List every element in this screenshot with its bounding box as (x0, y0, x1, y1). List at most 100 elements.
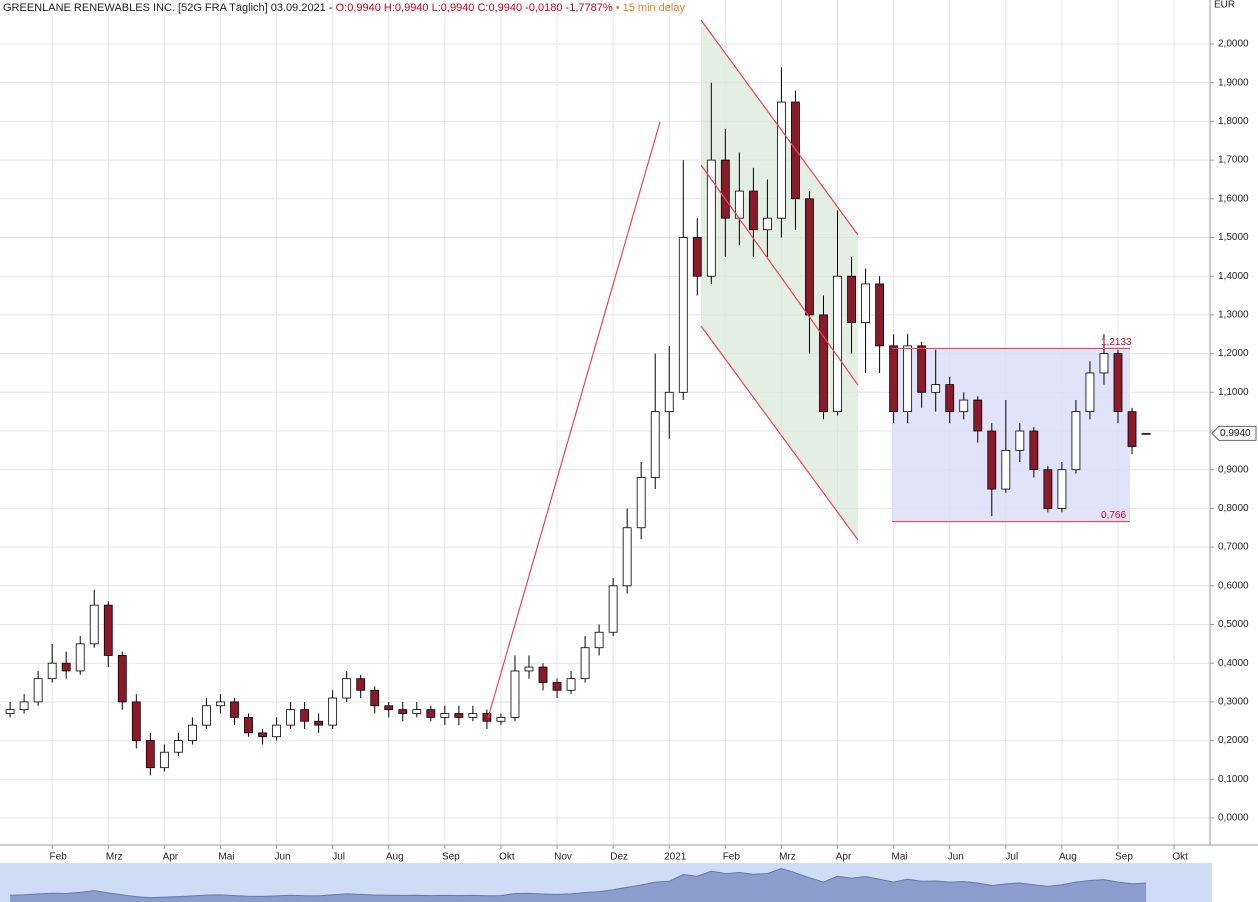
candle-body (356, 678, 366, 691)
candle-body (300, 709, 310, 722)
candle-body (202, 705, 211, 726)
x-tick-label: Aug (1059, 852, 1077, 863)
candle-body (482, 713, 492, 722)
range-label: 0,766 (1101, 510, 1126, 521)
x-tick-label: Dez (610, 852, 628, 863)
candle-body (468, 713, 478, 718)
x-tick-label: Aug (386, 852, 404, 863)
candle-body (1001, 449, 1011, 490)
candle-body (426, 709, 436, 718)
y-tick-label: 0,7000 (1218, 542, 1249, 553)
x-tick-label: Apr (163, 852, 179, 863)
candle-body (959, 399, 969, 413)
candle-body (580, 647, 590, 680)
channel-upper (700, 19, 859, 236)
candle-body (328, 697, 338, 726)
candle-body (314, 720, 324, 726)
channel-lower (700, 325, 859, 541)
x-tick-label: Mai (218, 852, 234, 863)
y-tick-label: 1,4000 (1218, 271, 1249, 282)
trend-line (487, 121, 661, 719)
candle-body (216, 701, 225, 707)
x-tick-label: Jul (332, 852, 345, 863)
x-tick-label: Apr (836, 852, 852, 863)
navigator (10, 867, 1147, 902)
y-tick-label: 1,8000 (1218, 116, 1249, 127)
candle-body (384, 705, 394, 711)
candle-body (678, 237, 688, 393)
candle-body (5, 709, 15, 714)
candle-body (258, 732, 267, 738)
y-tick-label: 0,5000 (1218, 619, 1249, 630)
candle-body (706, 159, 716, 277)
candle-body (552, 682, 562, 691)
candle-body (440, 713, 450, 718)
candle-body (103, 604, 113, 656)
candle-body (777, 101, 786, 219)
candle-body (524, 666, 534, 672)
last-price-label: 0,9940 (1220, 428, 1251, 439)
quote: O:0,9940 H:0,9940 L:0,9940 C:0,9940 -0,0… (336, 2, 613, 14)
channel-fill (701, 20, 858, 540)
candle-body (510, 670, 520, 718)
candle-body (1113, 353, 1123, 413)
x-tick-label: Jul (1005, 852, 1018, 863)
candle-body (159, 751, 169, 769)
y-tick-label: 2,0000 (1218, 39, 1249, 50)
x-tick-label: Nov (554, 852, 572, 863)
y-tick-label: 0,6000 (1218, 580, 1249, 591)
candle-body (1141, 432, 1151, 435)
y-tick-label: 1,1000 (1218, 387, 1249, 398)
plot (5, 67, 1151, 776)
candle-body (244, 716, 253, 734)
candle-body (47, 662, 57, 680)
candle-body (61, 662, 71, 672)
x-tick-label: Okt (1172, 852, 1188, 863)
y-tick-label: 1,5000 (1218, 232, 1249, 243)
candle-body (945, 384, 955, 413)
candle-body (370, 689, 380, 707)
candle-body (594, 631, 604, 649)
candle-body (89, 604, 99, 645)
x-tick-label: Okt (499, 852, 515, 863)
y-tick-label: 1,7000 (1218, 155, 1249, 166)
candle-body (833, 275, 842, 413)
candle-body (117, 655, 127, 703)
candle-body (1043, 469, 1053, 509)
x-tick-label: Jun (274, 852, 290, 863)
candle-body (917, 345, 927, 393)
candle-body (1015, 430, 1025, 451)
candle-body (875, 283, 884, 347)
x-tick-label: Jun (948, 852, 964, 863)
candle-body (650, 411, 660, 478)
candle-body (1127, 411, 1137, 447)
candle-body (1085, 372, 1095, 413)
x-tick-label: Feb (50, 852, 68, 863)
candle-body (538, 666, 548, 683)
delay: • 15 min delay (616, 2, 686, 14)
candle-body (762, 217, 772, 231)
candle-body (230, 701, 239, 718)
candle-body (1099, 353, 1109, 374)
candle-body (973, 399, 983, 432)
y-tick-label: 0,8000 (1218, 503, 1249, 514)
candle-body (1057, 469, 1067, 509)
candle-body (791, 101, 800, 200)
candle-body (664, 391, 674, 413)
candle-body (889, 345, 899, 413)
x-tick-label: Mrz (106, 852, 123, 863)
y-tick-label: 1,2000 (1218, 348, 1249, 359)
y-tick-label: 0,1000 (1218, 774, 1249, 785)
candle-body (566, 678, 576, 691)
candle-body (454, 713, 464, 718)
candle-body (286, 709, 295, 726)
candle-body (608, 585, 618, 633)
x-tick-label: Sep (1115, 852, 1133, 863)
candle-body (903, 345, 913, 413)
candle-body (1029, 430, 1039, 471)
candle-body (19, 701, 29, 711)
candle-body (931, 384, 941, 393)
candle-body (496, 716, 506, 722)
y-tick-label: 0,9000 (1218, 464, 1249, 475)
x-tick-label: 2021 (664, 852, 687, 863)
